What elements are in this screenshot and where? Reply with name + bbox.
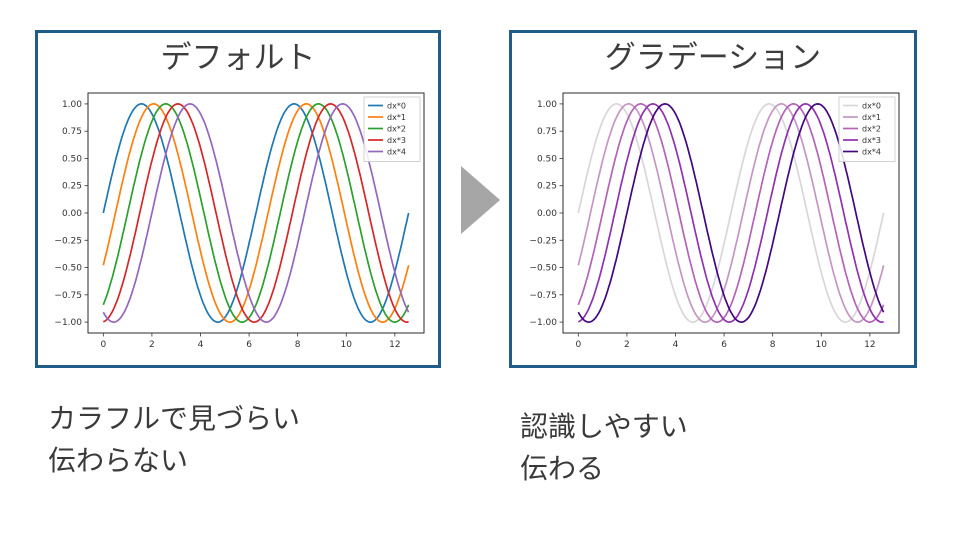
svg-text:dx*1: dx*1 [862, 113, 881, 122]
svg-text:12: 12 [864, 340, 875, 350]
svg-text:−0.25: −0.25 [54, 236, 82, 246]
chart-default: 0 2 4 6 8 10 12 −1.00 −0.75 −0.50 −0.25 0.00 0.25 0.5… [38, 76, 438, 365]
svg-text:0.25: 0.25 [62, 181, 82, 191]
caption-default-line1: カラフルで見づらい [48, 403, 301, 434]
panel-gradient: グラデーション 0 2 4 6 8 10 12 −1.00 −0.75 −0.50 −0.25 0.0… [509, 30, 917, 368]
svg-text:1.00: 1.00 [62, 100, 82, 110]
panel-title-default: デフォルト [160, 40, 316, 75]
svg-text:dx*1: dx*1 [387, 113, 406, 122]
svg-text:0.25: 0.25 [537, 181, 557, 191]
panel-default: デフォルト 0 2 4 6 8 10 12 −1.00 −0.75 −0.50 −0.25 0.00 0… [35, 30, 441, 368]
svg-text:6: 6 [721, 340, 727, 350]
svg-text:10: 10 [341, 340, 353, 350]
panel-title-gradient: グラデーション [604, 40, 822, 75]
svg-text:8: 8 [295, 340, 301, 350]
arrow-right-icon [461, 166, 500, 234]
svg-text:dx*2: dx*2 [387, 124, 406, 133]
svg-text:dx*3: dx*3 [862, 136, 881, 145]
svg-text:−0.50: −0.50 [529, 263, 557, 273]
caption-default-line2: 伝わらない [48, 445, 189, 476]
svg-text:−1.00: −1.00 [529, 318, 557, 328]
svg-text:2: 2 [624, 340, 630, 350]
svg-text:−0.25: −0.25 [529, 236, 557, 246]
svg-text:0.50: 0.50 [537, 154, 557, 164]
svg-text:dx*4: dx*4 [862, 147, 881, 156]
caption-gradient-line2: 伝わる [520, 453, 605, 484]
svg-text:dx*4: dx*4 [387, 147, 406, 156]
svg-text:dx*2: dx*2 [862, 124, 881, 133]
svg-text:0.00: 0.00 [537, 209, 557, 219]
caption-default: カラフルで見づらい 伝わらない [48, 398, 300, 482]
caption-gradient-line1: 認識しやすい [520, 411, 688, 442]
svg-text:10: 10 [816, 340, 828, 350]
svg-text:12: 12 [389, 340, 400, 350]
svg-text:4: 4 [198, 340, 204, 350]
svg-text:8: 8 [770, 340, 776, 350]
svg-text:0: 0 [575, 340, 581, 350]
svg-text:0.00: 0.00 [62, 209, 82, 219]
chart-gradient: 0 2 4 6 8 10 12 −1.00 −0.75 −0.50 −0.25 0.00 0.25 0.5… [512, 76, 914, 365]
svg-text:dx*3: dx*3 [387, 136, 406, 145]
svg-text:−0.50: −0.50 [54, 263, 82, 273]
svg-text:0.75: 0.75 [537, 127, 557, 137]
svg-text:0.75: 0.75 [62, 127, 82, 137]
svg-text:2: 2 [149, 340, 155, 350]
svg-text:0.50: 0.50 [62, 154, 82, 164]
caption-gradient: 認識しやすい 伝わる [520, 406, 688, 490]
svg-text:−0.75: −0.75 [529, 290, 557, 300]
chart-svg: 0 2 4 6 8 10 12 −1.00 −0.75 −0.50 −0.25 0.00 0.25 0.5… [529, 92, 900, 350]
svg-text:1.00: 1.00 [537, 100, 557, 110]
chart-svg: 0 2 4 6 8 10 12 −1.00 −0.75 −0.50 −0.25 0.00 0.25 0.5… [54, 92, 425, 350]
svg-text:dx*0: dx*0 [862, 101, 881, 110]
svg-text:4: 4 [673, 340, 679, 350]
svg-text:−1.00: −1.00 [54, 318, 82, 328]
svg-text:0: 0 [100, 340, 106, 350]
svg-text:dx*0: dx*0 [387, 101, 406, 110]
svg-text:6: 6 [246, 340, 252, 350]
svg-text:−0.75: −0.75 [54, 290, 82, 300]
